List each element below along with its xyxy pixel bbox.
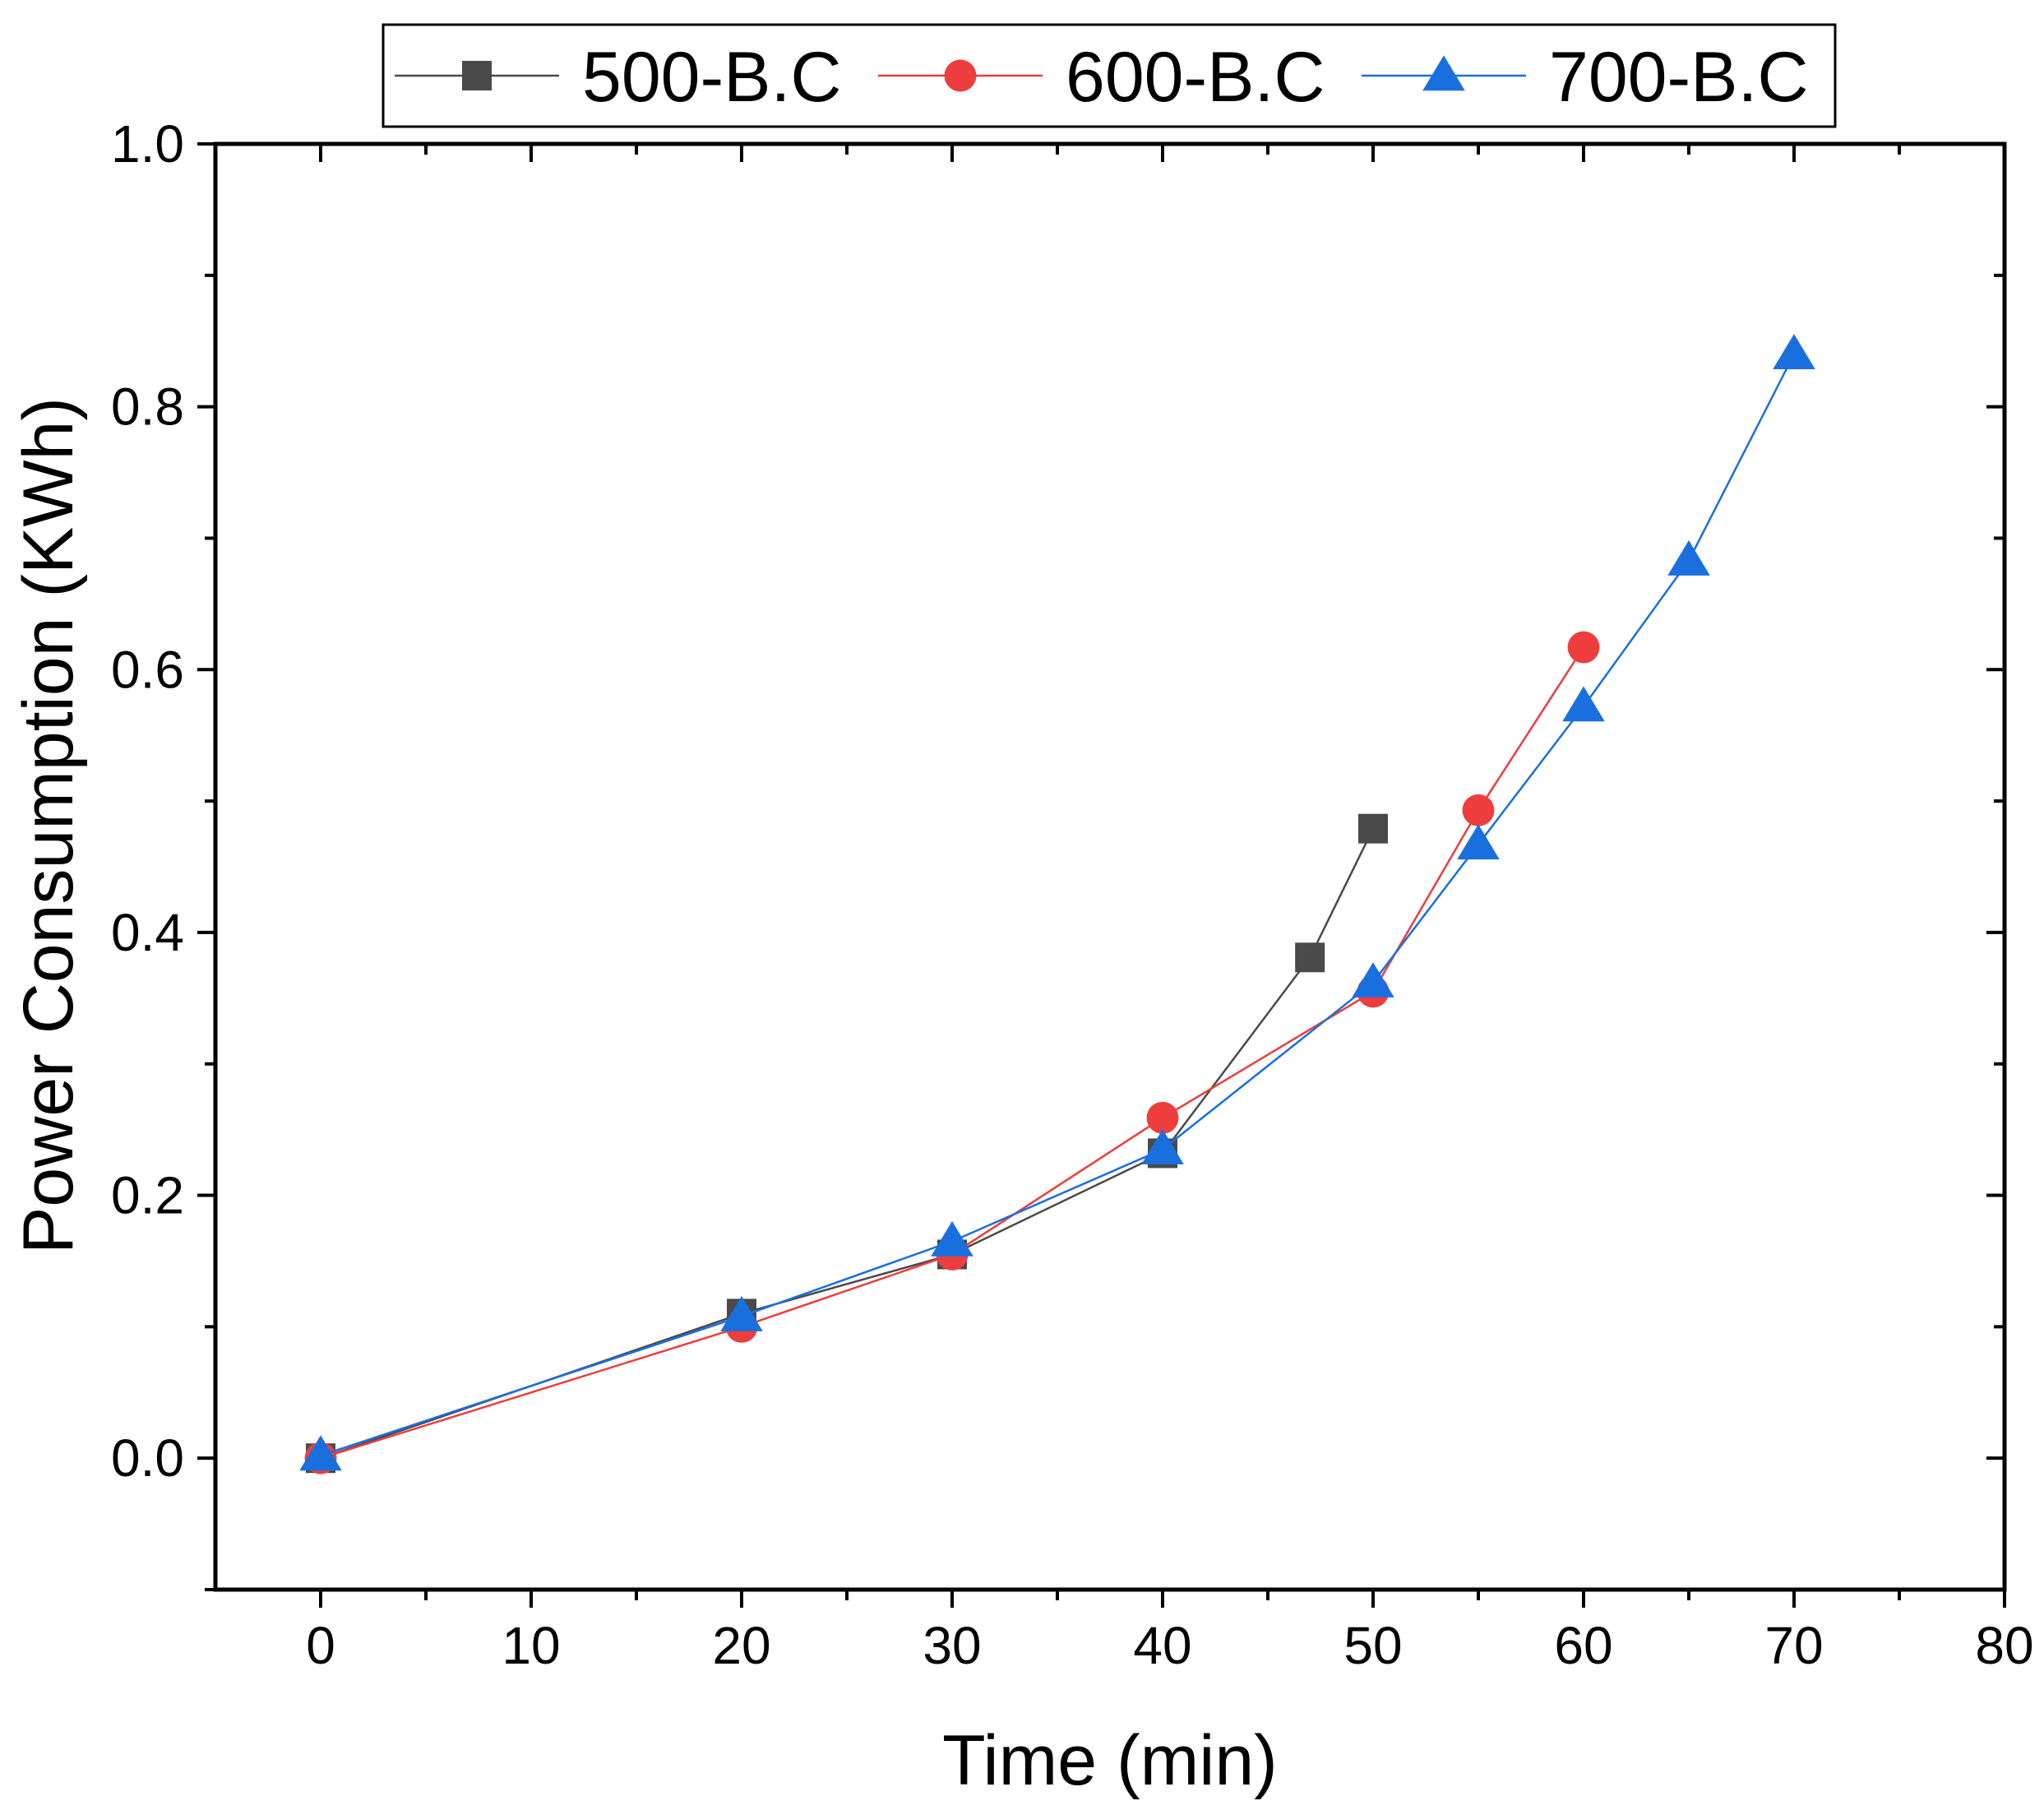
axis-ticks (197, 142, 2006, 1608)
data-point-500-b-c (1295, 942, 1325, 973)
data-point-700-b-c (1562, 686, 1605, 722)
data-point-700-b-c (1352, 962, 1394, 998)
data-point-700-b-c (1667, 540, 1710, 576)
x-tick-label: 80 (1975, 1616, 2033, 1675)
plot-frame (213, 141, 2007, 1592)
x-tick-label: 0 (306, 1616, 335, 1675)
data-point-700-b-c (299, 1435, 342, 1471)
data-point-700-b-c (1773, 334, 1815, 369)
data-point-700-b-c (1141, 1129, 1184, 1164)
y-tick-label: 0.4 (111, 903, 184, 962)
legend-marker-600-b-c (944, 59, 977, 92)
data-point-700-b-c (931, 1220, 973, 1257)
data-point-600-b-c (1567, 631, 1600, 664)
series-line-500-b-c (320, 828, 1375, 1460)
x-tick-label: 10 (502, 1616, 560, 1675)
x-axis-title: Time (min) (942, 1721, 1278, 1800)
legend-marker-700-b-c (1422, 55, 1465, 91)
data-point-600-b-c (1146, 1101, 1179, 1134)
x-tick-label: 70 (1764, 1616, 1823, 1675)
legend-item-700-b-c: 700-B.C (1362, 38, 1809, 117)
x-tick-label: 40 (1133, 1616, 1191, 1675)
data-point-500-b-c (1358, 813, 1388, 844)
y-tick-label: 0.6 (111, 640, 184, 699)
series-700-b-c (299, 334, 1815, 1471)
y-tick-label: 0.8 (111, 377, 184, 437)
data-point-600-b-c (1462, 794, 1495, 826)
legend: 500-B.C 600-B.C 700-B.C (382, 23, 1837, 128)
x-tick-label: 50 (1343, 1616, 1402, 1675)
x-tick-label: 60 (1554, 1616, 1612, 1675)
legend-item-600-b-c: 600-B.C (878, 38, 1325, 117)
legend-marker-500-b-c (462, 61, 492, 90)
x-tick-label: 20 (712, 1616, 770, 1675)
legend-label: 600-B.C (1066, 38, 1325, 117)
x-tick-label: 30 (923, 1616, 981, 1675)
legend-item-500-b-c: 500-B.C (395, 38, 842, 117)
x-tick-labels: 0 10 20 30 40 50 60 70 80 (306, 1616, 2033, 1675)
data-point-700-b-c (1457, 824, 1500, 860)
y-tick-label: 1.0 (111, 114, 184, 174)
series-layer (299, 334, 1815, 1474)
y-axis-title: Power Consumption (KWh) (9, 397, 88, 1254)
y-tick-labels: 0.0 0.2 0.4 0.6 0.8 1.0 (111, 114, 184, 1488)
legend-label: 500-B.C (582, 38, 842, 117)
legend-box (382, 23, 1837, 128)
data-point-700-b-c (720, 1296, 763, 1331)
legend-label: 700-B.C (1549, 38, 1809, 117)
y-tick-label: 0.0 (111, 1428, 184, 1488)
y-tick-label: 0.2 (111, 1166, 184, 1225)
